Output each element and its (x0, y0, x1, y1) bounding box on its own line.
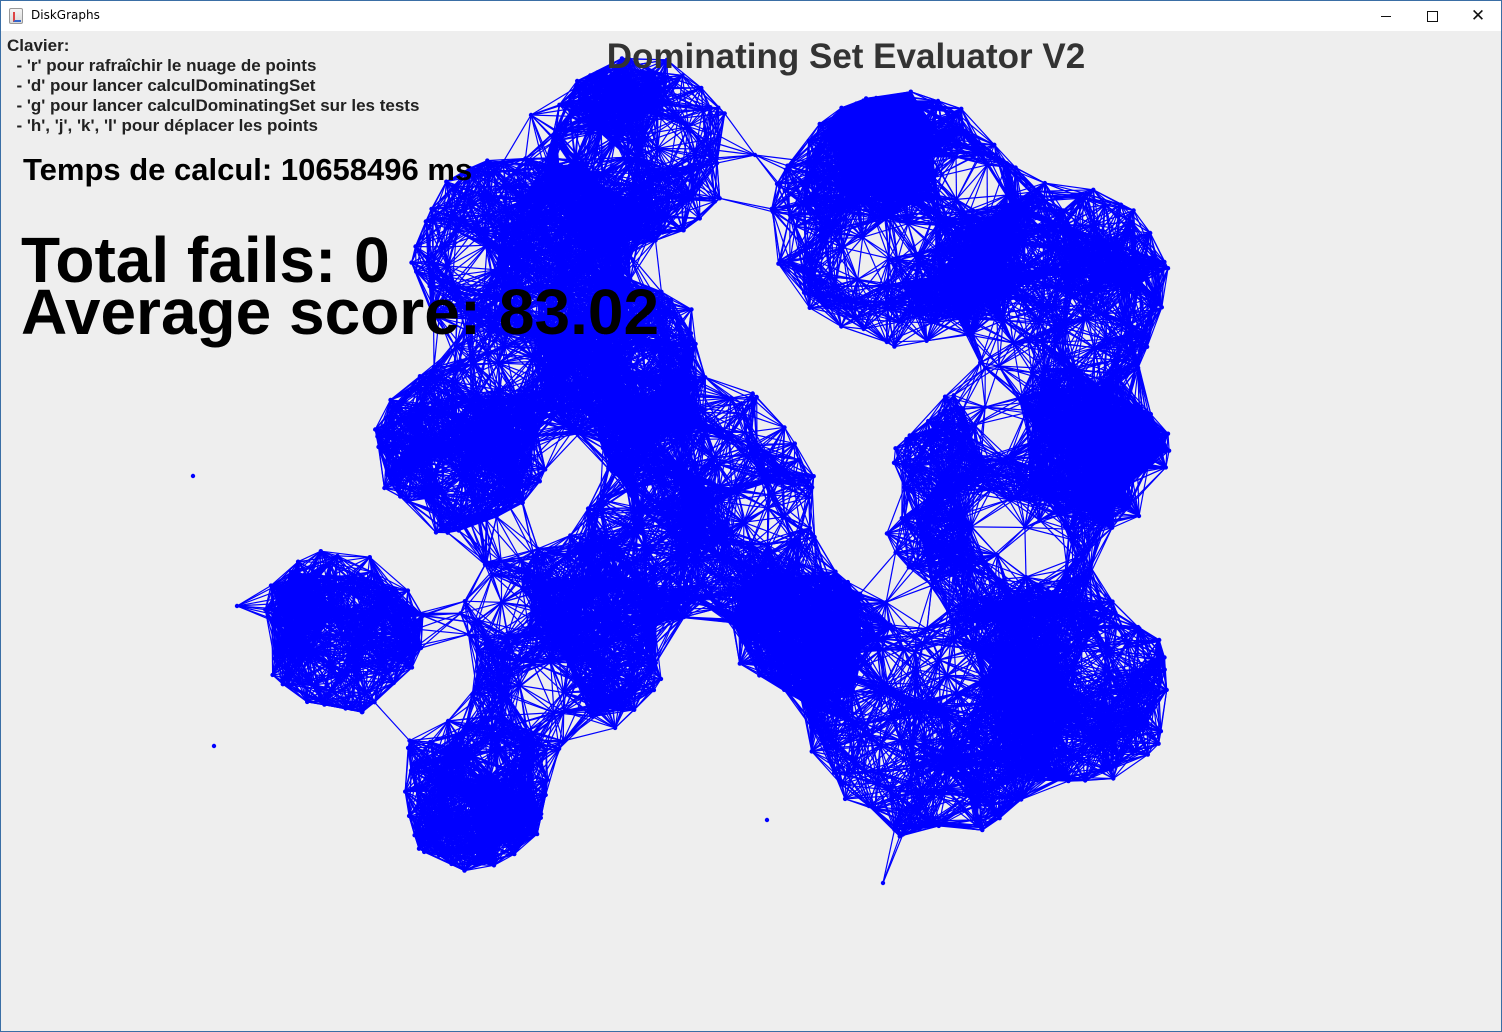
java-app-icon (9, 8, 23, 24)
minimize-button[interactable] (1363, 1, 1409, 31)
title-bar[interactable]: DiskGraphs ✕ (1, 1, 1501, 31)
disk-graph-canvas[interactable] (1, 31, 1501, 1031)
window-title: DiskGraphs (31, 8, 100, 22)
graph-edge (666, 59, 702, 89)
minimize-icon (1381, 15, 1391, 17)
close-icon: ✕ (1471, 7, 1485, 25)
close-button[interactable]: ✕ (1455, 1, 1501, 31)
graph-edge (724, 113, 756, 156)
graph-edge (502, 114, 532, 163)
graph-canvas-area[interactable]: Clavier: - 'r' pour rafraîchir le nuage … (1, 31, 1501, 1031)
maximize-button[interactable] (1409, 1, 1455, 31)
graph-edge (681, 74, 719, 109)
graph-edge (700, 87, 711, 108)
maximize-icon (1426, 10, 1438, 22)
graph-edge (698, 166, 701, 219)
graph-edge (719, 197, 773, 213)
